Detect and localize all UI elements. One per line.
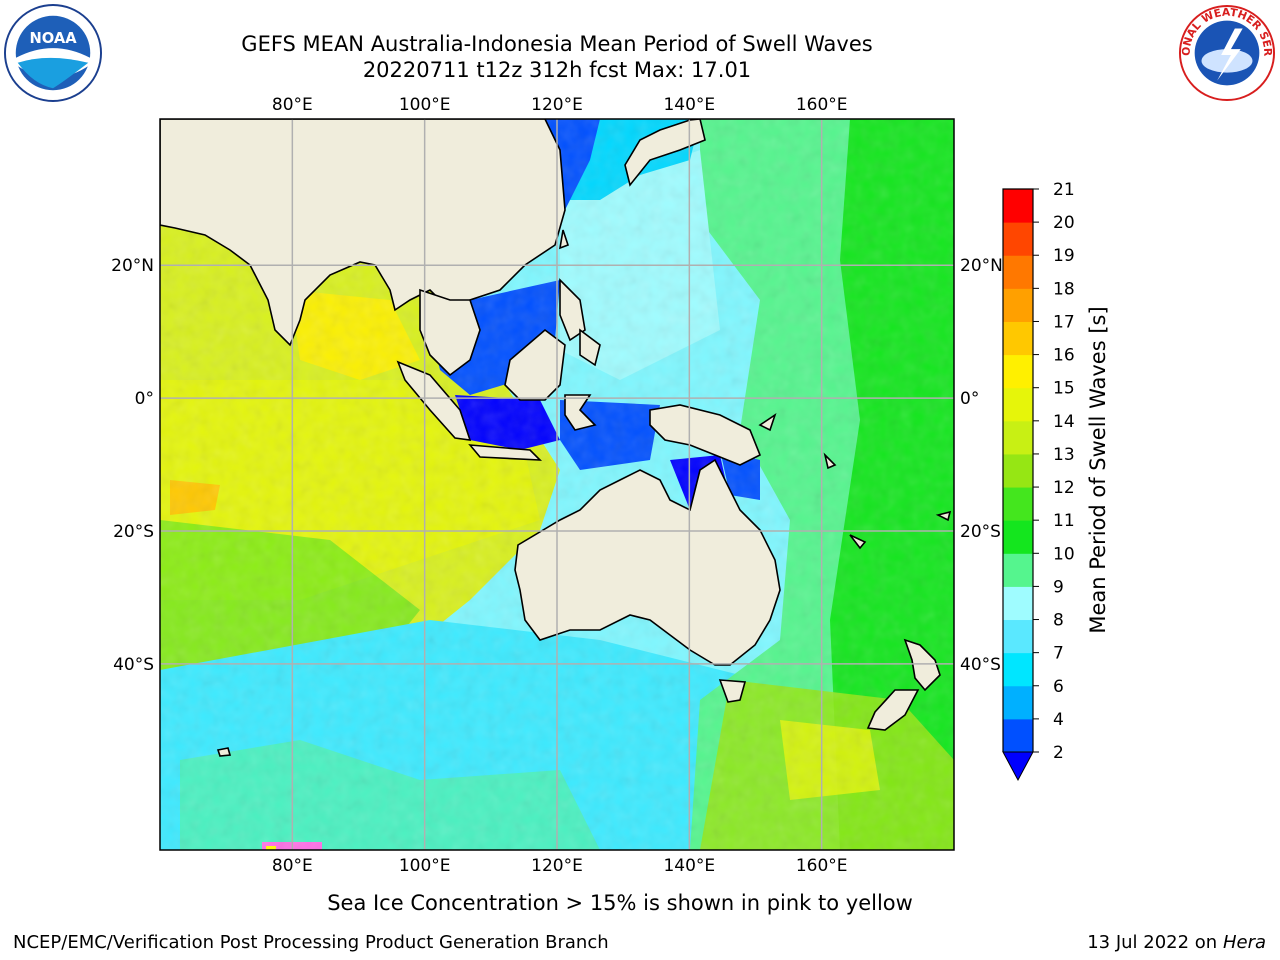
colorbar-tick-label: 19 [1053,246,1075,266]
colorbar-tick-label: 21 [1053,180,1075,200]
colorbar-bin [1003,387,1033,422]
noaa-logo: NOAA [4,4,102,102]
colorbar-tick-label: 6 [1053,677,1064,697]
colorbar-bin [1003,222,1033,256]
chart-subtitle: 20220711 t12z 312h fcst Max: 17.01 [362,58,752,82]
colorbar-bin [1003,718,1033,753]
lat-tick-left: 0° [135,389,154,409]
lat-tick-right: 40°S [960,655,1001,675]
lat-tick-right: 20°N [960,256,1003,276]
colorbar-bin [1003,652,1033,687]
footer-branch: NCEP/EMC/Verification Post Processing Pr… [13,932,609,953]
colorbar-bin [1003,321,1033,356]
map-frame [159,118,955,851]
footer-date: 13 Jul 2022 on [1087,932,1223,953]
colorbar-tick-label: 13 [1053,445,1075,465]
lon-tick-bottom: 160°E [796,856,848,876]
lon-tick-top: 80°E [272,95,313,115]
colorbar-tick-label: 15 [1053,379,1075,399]
colorbar-tick-label: 11 [1053,511,1075,531]
lon-tick-top: 140°E [663,95,715,115]
colorbar-bin [1003,553,1033,587]
colorbar-bin [1003,420,1033,455]
lat-tick-right: 20°S [960,522,1001,542]
lon-tick-top: 160°E [796,95,848,115]
colorbar-bin [1003,354,1033,389]
colorbar-tick-label: 4 [1053,710,1064,730]
lat-tick-left: 20°N [111,256,154,276]
footer-timestamp: 13 Jul 2022 on Hera [1087,932,1266,953]
lat-tick-left: 40°S [113,655,154,675]
lon-tick-top: 120°E [531,95,583,115]
map-field [160,119,954,850]
noaa-logo-text: NOAA [29,30,77,47]
lat-tick-left: 20°S [113,522,154,542]
colorbar-bin [1003,487,1033,521]
colorbar-bin [1003,685,1033,720]
colorbar-tick-label: 9 [1053,577,1064,597]
lon-tick-bottom: 140°E [663,856,715,876]
lon-tick-bottom: 80°E [272,856,313,876]
colorbar-tick-label: 2 [1053,743,1064,763]
colorbar-bin [1003,255,1033,289]
lon-tick-top: 100°E [399,95,451,115]
nws-logo: NATIONAL WEATHER SERVICE [1178,4,1276,102]
lon-tick-bottom: 100°E [399,856,451,876]
chart-title: GEFS MEAN Australia-Indonesia Mean Perio… [241,32,873,56]
land [160,119,952,757]
colorbar-tick-label: 20 [1053,213,1075,233]
colorbar-tick-label: 8 [1053,611,1064,631]
footer-host: Hera [1222,932,1266,953]
colorbar-tick-label: 10 [1053,544,1075,564]
colorbar-tick-label: 16 [1053,346,1075,366]
colorbar-extend-arrow [1002,751,1034,782]
colorbar-bin [1003,586,1033,621]
graticule [160,119,954,850]
colorbar-tick-label: 18 [1053,279,1075,299]
colorbar-frame [1002,188,1034,752]
colorbar-bin [1003,453,1033,488]
colorbar-bin [1003,520,1033,554]
colorbar: 2 4 6 7 8 9 10 11 12 13 14 15 16 17 18 19 20 21 [1002,180,1075,782]
colorbar-tick-label: 7 [1053,644,1064,664]
colorbar-bin [1003,619,1033,654]
lon-tick-bottom: 120°E [531,856,583,876]
colorbar-tick-label: 12 [1053,478,1075,498]
colorbar-tick-label: 14 [1053,412,1075,432]
colorbar-tick-label: 17 [1053,312,1075,332]
sea-ice-note: Sea Ice Concentration > 15% is shown in … [327,891,913,915]
colorbar-bin [1003,288,1033,322]
colorbar-label: Mean Period of Swell Waves [s] [1086,306,1110,634]
lat-tick-right: 0° [960,389,979,409]
colorbar-bin [1003,189,1033,223]
